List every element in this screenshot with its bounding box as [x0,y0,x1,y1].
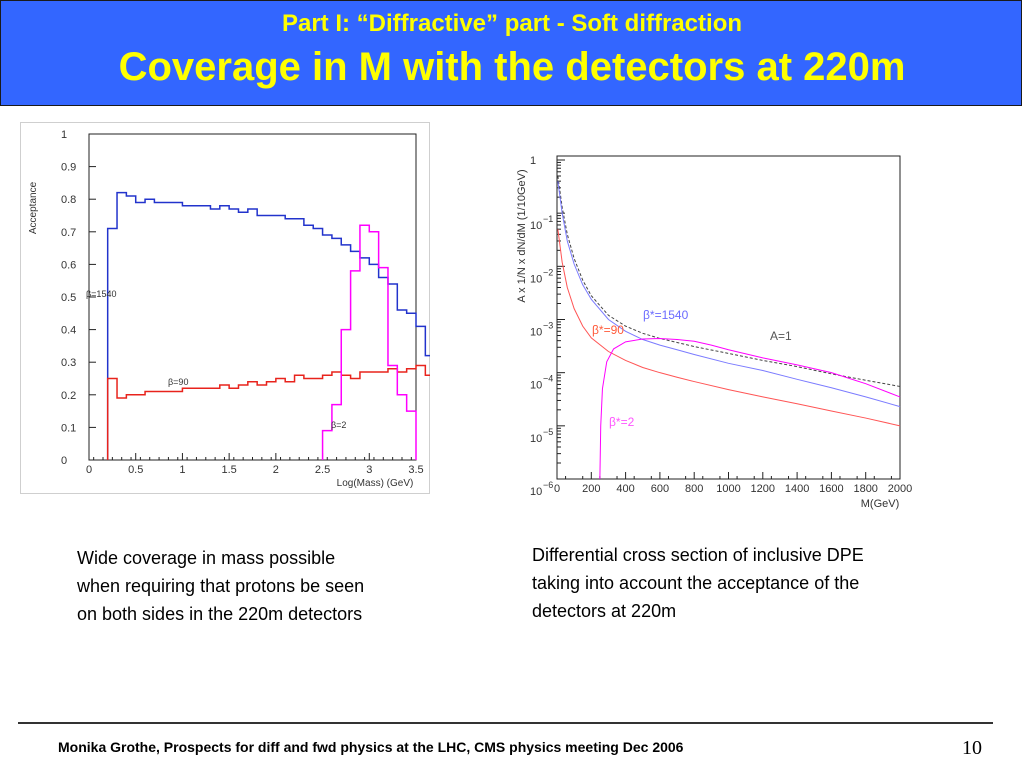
title-banner: Part I: “Diffractive” part - Soft diffra… [0,0,1022,106]
annotation-beta-star-90: β*=90 [592,323,624,337]
right-y-tick-label: 10 [530,380,542,392]
annotation-beta-90: β=90 [168,377,188,387]
curve-series-3 [599,337,901,480]
right-ylabel: A x 1/N x dN/dM (1/10GeV) [516,169,528,302]
left-y-tick-label: 0.1 [61,422,76,434]
histogram-series-1 [106,364,430,460]
right-axes: 0 200 400 600 800 1000 1200 1400 1600 1800 2000 1 10… [530,155,912,498]
left-x-tick-label: 1 [179,464,185,476]
left-x-tick-label: 2 [273,464,279,476]
right-x-tick-label: 1400 [785,483,809,495]
cross-section-plot: 0 200 400 600 800 1000 1200 1400 1600 1800 2000 1 10… [516,155,912,510]
right-y-tick-label: 10 [530,220,542,232]
right-x-tick-label: 600 [651,483,669,495]
right-y-tick-exponent: −2 [543,267,553,277]
left-y-tick-label: 0.7 [61,227,76,239]
left-x-tick-label: 0.5 [128,464,143,476]
right-xlabel: M(GeV) [861,498,900,510]
right-y-tick-exponent: −6 [543,480,553,490]
curve-series-0 [557,175,901,387]
histogram-series-2 [321,224,417,460]
right-caption: Differential cross section of inclusive … [532,545,864,621]
annotation-a-equals-1: A=1 [770,329,792,343]
left-y-tick-label: 0.9 [61,162,76,174]
right-x-tick-label: 800 [685,483,703,495]
right-series-group [557,175,901,480]
right-y-tick-label: 10 [530,433,542,445]
acceptance-histogram: 0 0.5 1 1.5 2 2.5 3 3.5 0 0.1 0.2 0.3 0.4 0.5 0.6 0.7 0.… [20,122,430,494]
right-y-tick-label: 10 [530,327,542,339]
curve-series-1 [557,181,901,408]
annotation-beta-star-2: β*=2 [609,415,635,429]
right-x-tick-label: 1000 [716,483,740,495]
footer-divider [18,722,993,724]
annotation-beta-1540: β=1540 [86,289,116,299]
left-xlabel: Log(Mass) (GeV) [337,478,414,489]
curve-series-2 [557,229,901,427]
left-y-tick-label: 0.6 [61,259,76,271]
right-x-tick-label: 200 [582,483,600,495]
left-series-group [106,191,430,460]
right-x-tick-label: 2000 [888,483,912,495]
left-y-tick-label: 0.3 [61,357,76,369]
slide-title: Coverage in M with the detectors at 220m [118,45,906,89]
right-y-tick-label: 1 [530,155,536,167]
right-plot-area [556,155,901,480]
right-y-tick-exponent: −5 [543,427,553,437]
left-y-tick-label: 0 [61,455,67,467]
left-chart-frame [20,122,430,494]
left-axes: 0 0.5 1 1.5 2 2.5 3 3.5 0 0.1 0.2 0.3 0.4 0.5 0.6 0.7 0.… [61,129,424,476]
left-x-tick-label: 2.5 [315,464,330,476]
left-y-tick-label: 0.8 [61,194,76,206]
right-x-tick-label: 400 [616,483,634,495]
left-x-tick-label: 1.5 [221,464,236,476]
right-y-tick-exponent: −3 [543,321,553,331]
page-number: 10 [962,737,982,759]
right-x-tick-label: 1800 [853,483,877,495]
left-ylabel: Acceptance [28,181,39,234]
histogram-series-0 [106,191,430,460]
left-x-tick-label: 3 [366,464,372,476]
annotation-beta-2: β=2 [331,420,346,430]
annotation-beta-star-1540: β*=1540 [643,308,689,322]
right-x-tick-label: 0 [554,483,560,495]
left-y-tick-label: 0.4 [61,325,76,337]
left-x-tick-label: 0 [86,464,92,476]
right-y-tick-exponent: −4 [543,374,553,384]
footer-text: Monika Grothe, Prospects for diff and fw… [58,739,684,755]
right-x-tick-label: 1200 [751,483,775,495]
left-y-tick-label: 1 [61,129,67,141]
left-caption: Wide coverage in mass possible when requ… [77,548,365,624]
right-x-tick-label: 1600 [819,483,843,495]
left-y-tick-label: 0.2 [61,390,76,402]
right-y-tick-label: 10 [530,486,542,498]
right-y-tick-label: 10 [530,273,542,285]
left-y-tick-label: 0.5 [61,292,76,304]
left-x-tick-label: 3.5 [408,464,423,476]
right-y-tick-exponent: −1 [543,214,553,224]
slide-subtitle: Part I: “Diffractive” part - Soft diffra… [281,10,743,37]
